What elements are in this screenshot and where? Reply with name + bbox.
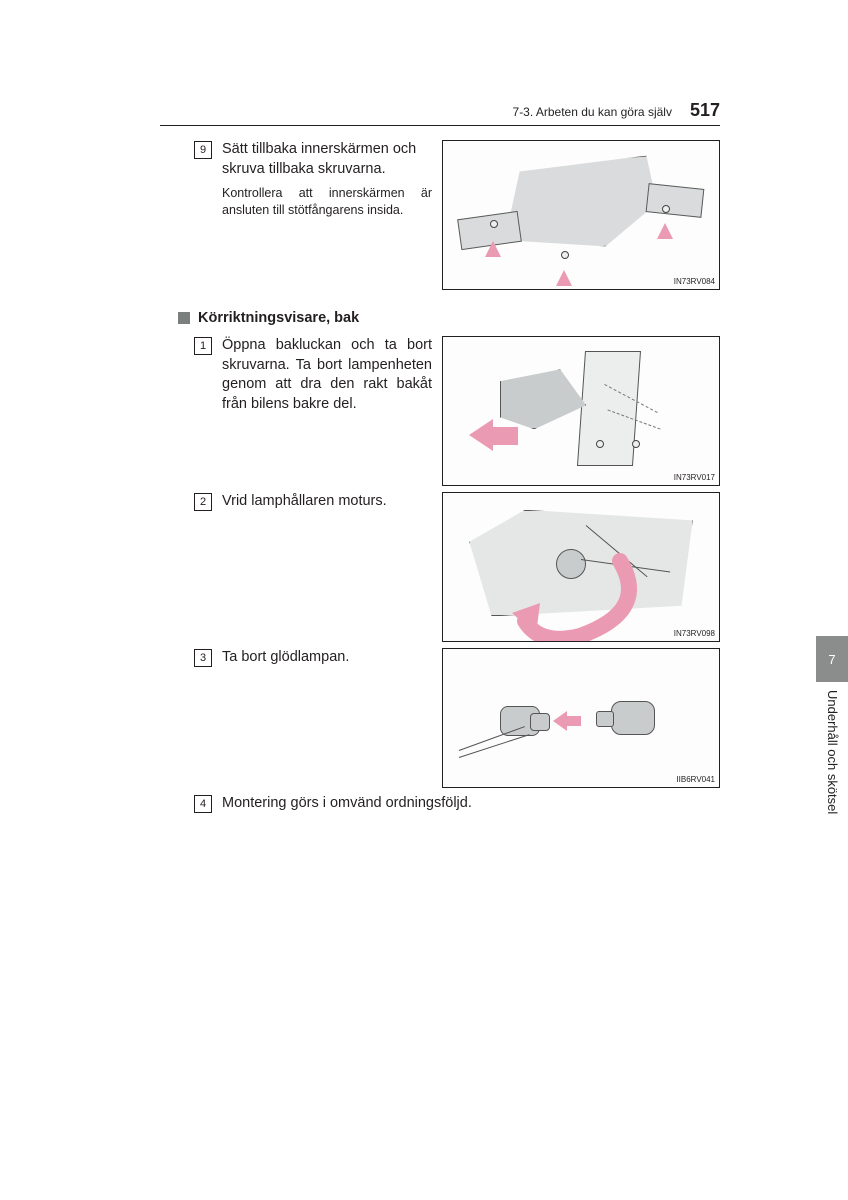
figure-code: IIB6RV041 (676, 775, 715, 784)
step-1-title: Öppna bakluckan och ta bort skruvarna. T… (222, 336, 432, 414)
figure-step-9: IN73RV084 (442, 140, 720, 290)
step-number: 1 (200, 340, 206, 352)
step-number-box: 3 (194, 649, 212, 667)
chapter-number: 7 (828, 652, 835, 667)
step-number-box: 1 (194, 337, 212, 355)
chapter-label: Underhåll och skötsel (825, 690, 840, 814)
figure-step-3: IIB6RV041 (442, 648, 720, 788)
page-number: 517 (690, 100, 720, 121)
chapter-tab: 7 (816, 636, 848, 682)
step-number: 2 (200, 496, 206, 508)
figure-code: IN73RV098 (674, 629, 715, 638)
step-number-box: 4 (194, 795, 212, 813)
figure-code: IN73RV017 (674, 473, 715, 482)
step-number-box: 9 (194, 141, 212, 159)
breadcrumb: 7-3. Arbeten du kan göra själv (513, 105, 672, 119)
step-number-box: 2 (194, 493, 212, 511)
step-9-subtext: Kontrollera att innerskärmen är ansluten… (222, 185, 432, 219)
section-heading: Körriktningsvisare, bak (198, 310, 359, 326)
figure-step-1: IN73RV017 (442, 336, 720, 486)
page-header: 7-3. Arbeten du kan göra själv 517 (160, 100, 720, 126)
figure-step-2: IN73RV098 (442, 492, 720, 642)
figure-code: IN73RV084 (674, 277, 715, 286)
step-9-title: Sätt tillbaka innerskärmen och skruva ti… (222, 140, 432, 179)
step-4-title: Montering görs i omvänd ordningsföljd. (222, 794, 720, 814)
section-bullet-icon (178, 312, 190, 324)
step-number: 9 (200, 144, 206, 156)
step-number: 3 (200, 652, 206, 664)
step-2-title: Vrid lamphållaren moturs. (222, 492, 432, 512)
step-3-title: Ta bort glödlampan. (222, 648, 432, 668)
step-number: 4 (200, 798, 206, 810)
